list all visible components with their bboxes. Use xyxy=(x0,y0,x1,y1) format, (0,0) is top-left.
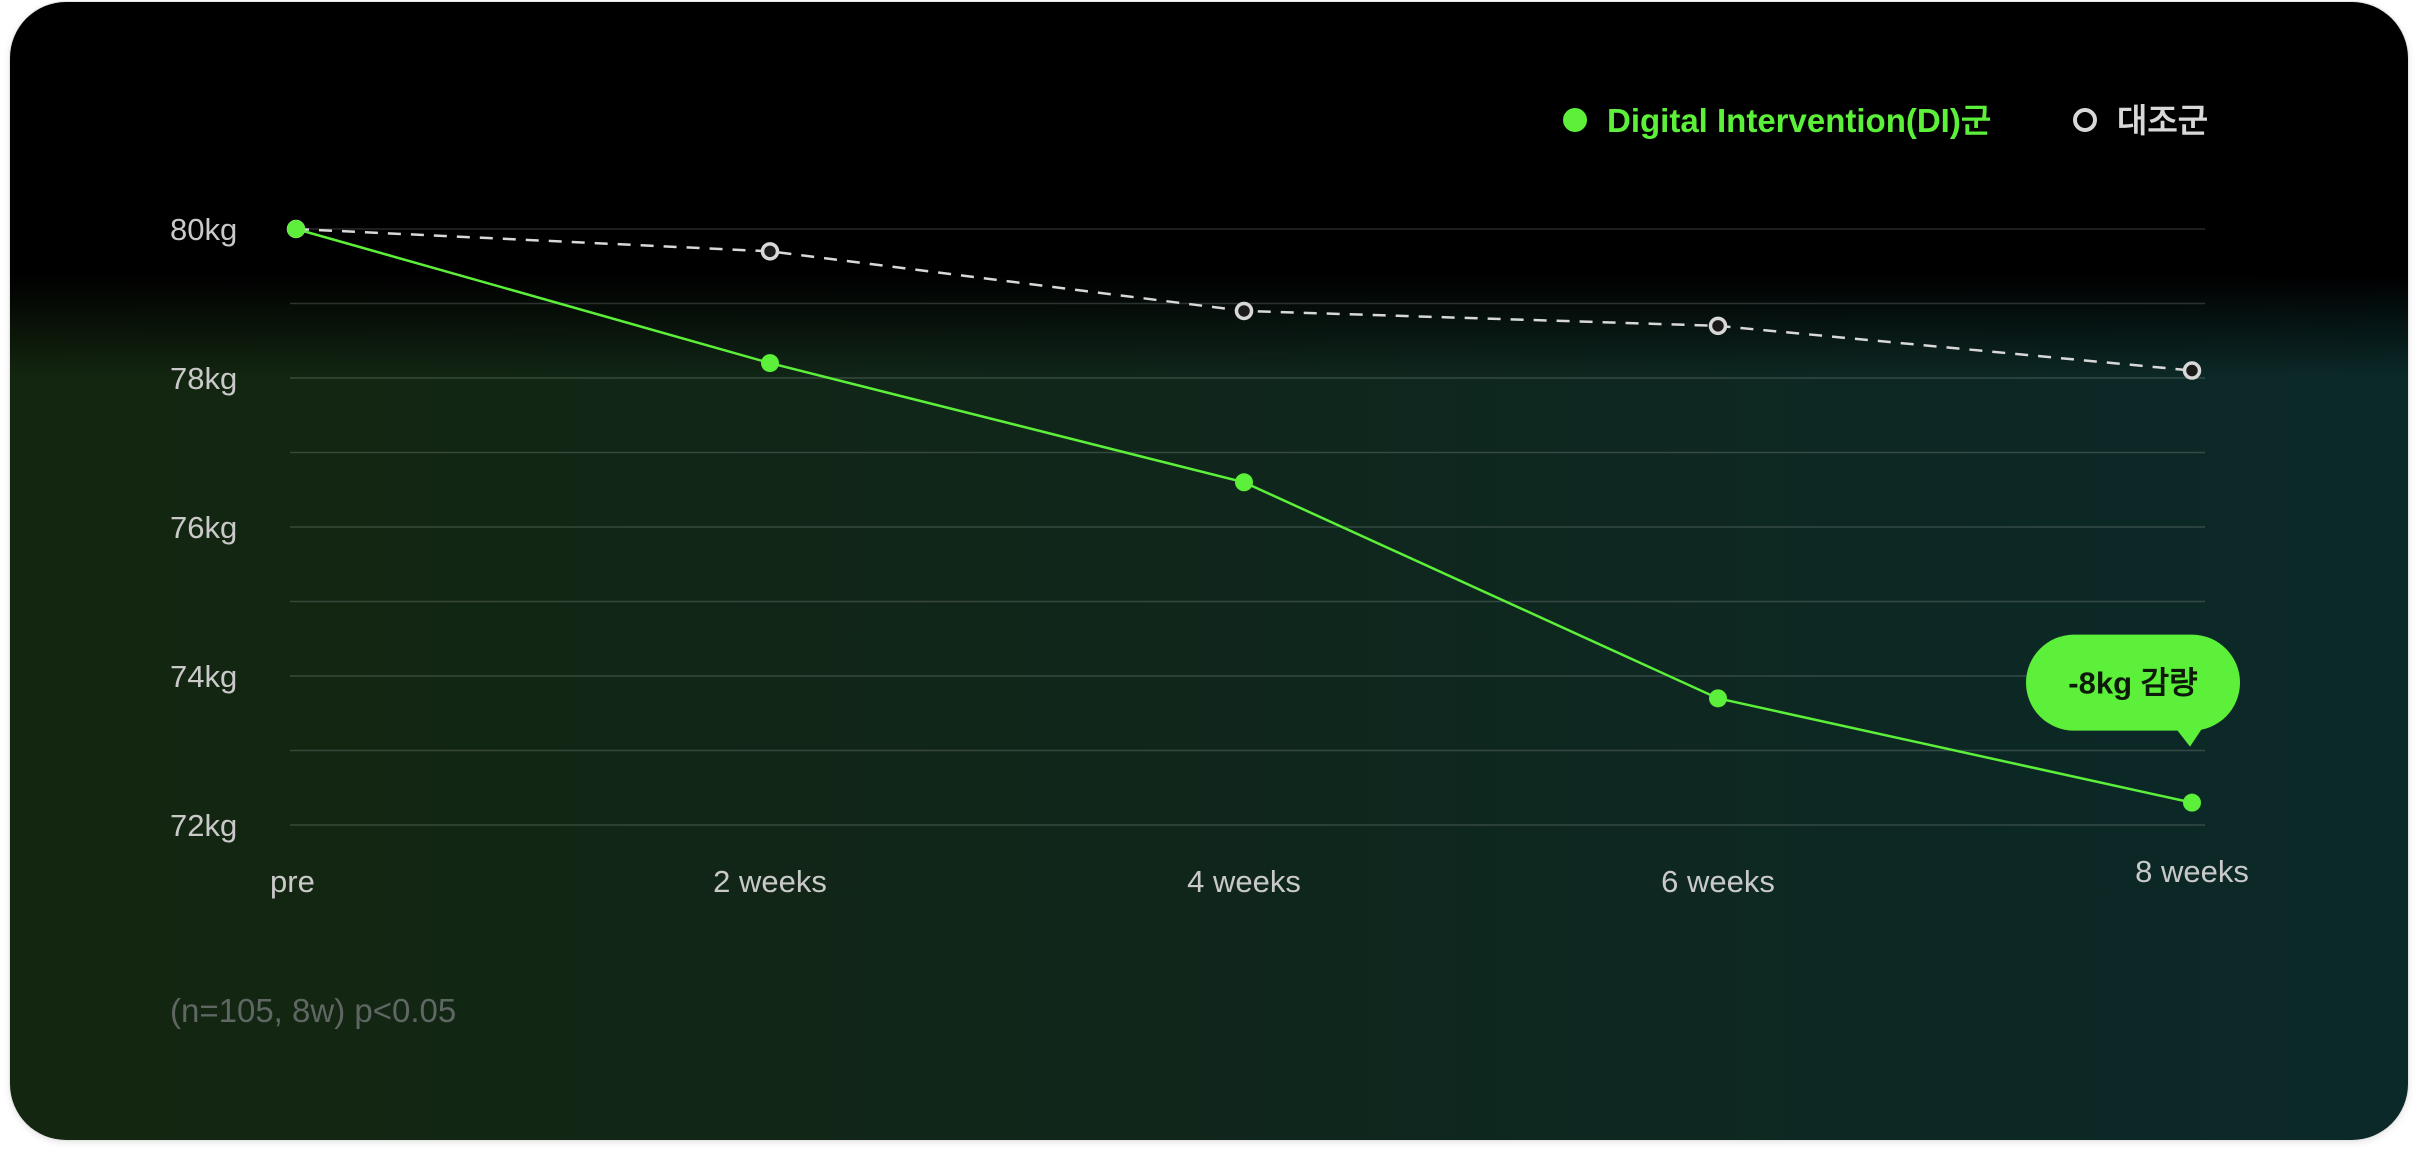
grid-lines xyxy=(290,228,2205,826)
callout-bubble xyxy=(2026,634,2240,731)
data-point xyxy=(1235,473,1253,492)
legend-label: 대조군 xyxy=(2117,102,2208,139)
data-point xyxy=(2183,793,2201,812)
x-tick-label: 2 weeks xyxy=(713,864,827,899)
footnote: (n=105, 8w) p<0.05 xyxy=(170,992,457,1029)
x-tick-label: 8 weeks xyxy=(2135,854,2249,889)
x-axis-ticks: pre 2 weeks 4 weeks 6 weeks 8 weeks xyxy=(270,854,2249,899)
series-line xyxy=(295,227,2193,372)
y-tick-label: 76kg xyxy=(170,510,237,545)
legend-marker xyxy=(2073,108,2097,132)
series-points xyxy=(286,219,2202,812)
y-tick-label: 74kg xyxy=(170,659,237,694)
x-tick-label: 6 weeks xyxy=(1661,864,1775,899)
data-point xyxy=(1708,316,1728,336)
data-point xyxy=(2182,361,2202,380)
data-point xyxy=(1709,689,1727,708)
y-tick-label: 80kg xyxy=(170,212,237,247)
y-tick-label: 72kg xyxy=(170,808,237,843)
callout-label: -8kg 감량 xyxy=(2068,666,2197,701)
line-chart: 80kg 78kg 76kg 74kg 72kg pre 2 weeks 4 weeks 6 … xyxy=(170,102,2249,899)
data-point xyxy=(1234,301,1254,321)
callout-pointer xyxy=(2176,728,2202,747)
data-point xyxy=(760,242,780,261)
y-axis-ticks: 80kg 78kg 76kg 74kg 72kg xyxy=(170,212,237,843)
data-point xyxy=(761,354,779,373)
legend-marker xyxy=(1563,108,1587,132)
x-tick-label: pre xyxy=(270,864,315,899)
y-tick-label: 78kg xyxy=(170,361,237,396)
data-point xyxy=(287,220,305,238)
x-tick-label: 4 weeks xyxy=(1187,864,1301,899)
legend-label: Digital Intervention(DI)군 xyxy=(1607,102,1991,139)
chart-card: 80kg 78kg 76kg 74kg 72kg pre 2 weeks 4 weeks 6 … xyxy=(10,2,2408,1140)
callout: -8kg 감량 xyxy=(2026,634,2240,747)
legend: Digital Intervention(DI)군 대조군 xyxy=(1563,102,2208,139)
